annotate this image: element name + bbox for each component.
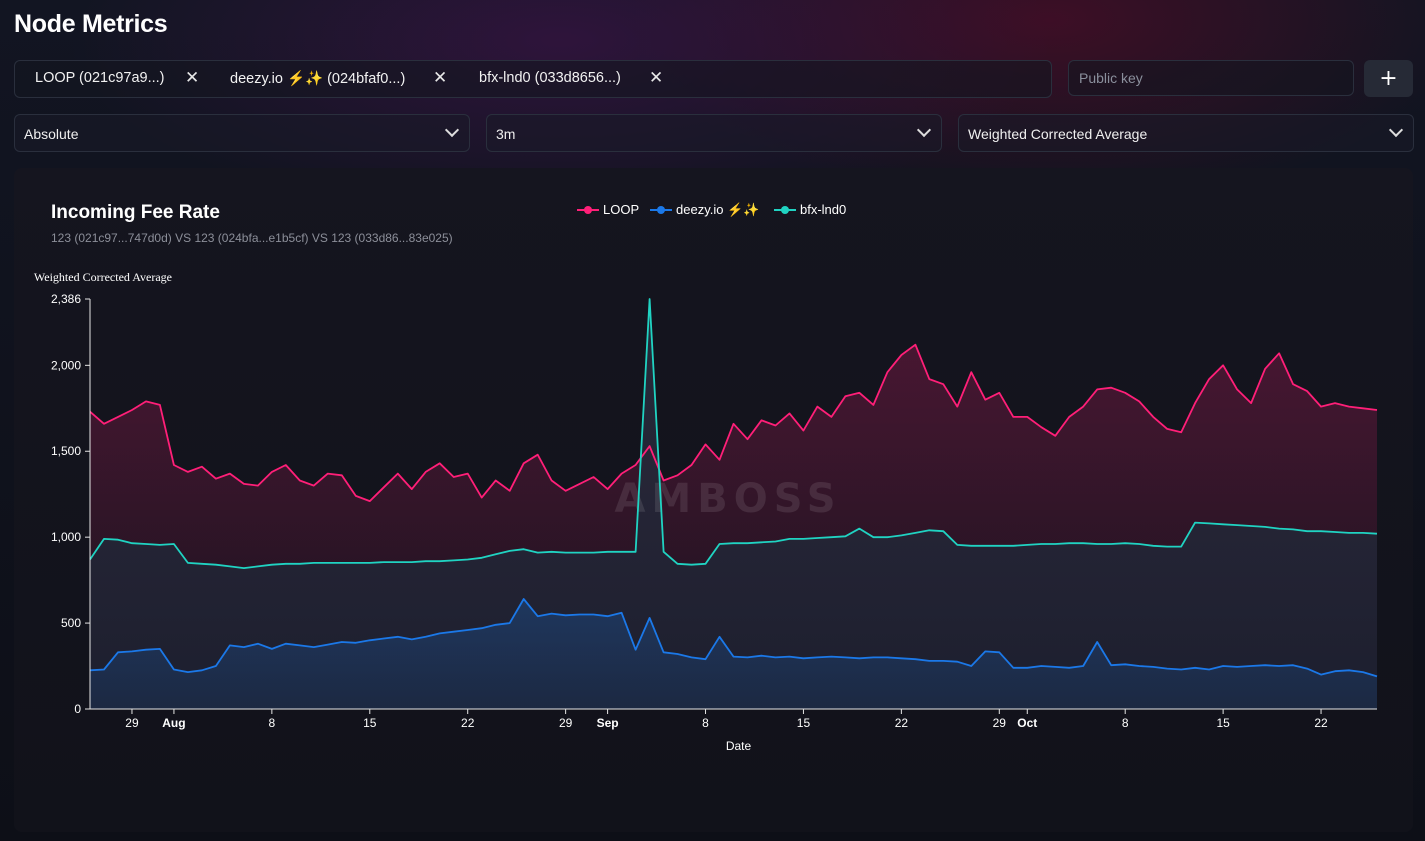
remove-node-bfx-close-icon[interactable]: ✕ bbox=[649, 68, 664, 87]
node-tag-bfx: bfx-lnd0 (033d8656...) ✕ bbox=[479, 68, 663, 87]
legend-label: LOOP bbox=[603, 202, 640, 217]
node-tag-label: LOOP (021c97a9...) bbox=[35, 70, 165, 86]
legend-label: bfx-lnd0 bbox=[800, 202, 847, 217]
series-area-deezy bbox=[90, 599, 1377, 709]
mode-select-value: Absolute bbox=[24, 126, 79, 142]
x-tick-label: Oct bbox=[1017, 716, 1037, 730]
x-tick-label: 15 bbox=[363, 716, 377, 730]
legend-swatch-deezy bbox=[650, 206, 672, 214]
range-select-value: 3m bbox=[496, 126, 516, 142]
chevron-down-icon bbox=[444, 122, 460, 138]
chevron-down-icon bbox=[916, 122, 932, 138]
remove-node-deezy-close-icon[interactable]: ✕ bbox=[433, 68, 448, 87]
remove-node-loop-close-icon[interactable]: ✕ bbox=[185, 68, 200, 87]
series-line-bfx bbox=[89, 298, 1378, 570]
x-tick-label: 29 bbox=[559, 716, 573, 730]
node-tag-label: bfx-lnd0 (033d8656...) bbox=[479, 70, 621, 86]
node-tag-label: deezy.io ⚡✨ (024bfaf0...) bbox=[230, 71, 406, 87]
x-tick-label: Sep bbox=[597, 716, 619, 730]
x-axis-label: Date bbox=[726, 739, 752, 753]
x-tick-label: 29 bbox=[125, 716, 139, 730]
node-tag-loop: LOOP (021c97a9...) ✕ bbox=[35, 68, 199, 87]
metric-select-value: Weighted Corrected Average bbox=[968, 126, 1148, 142]
node-tag-deezy: deezy.io ⚡✨ (024bfaf0...) ✕ bbox=[230, 68, 447, 87]
x-tick-label: 8 bbox=[1122, 716, 1129, 730]
chevron-down-icon bbox=[1388, 122, 1404, 138]
x-tick-label: 29 bbox=[993, 716, 1007, 730]
x-tick-label: 22 bbox=[461, 716, 475, 730]
page-title: Node Metrics bbox=[14, 10, 168, 38]
node-selector[interactable]: LOOP (021c97a9...) ✕ deezy.io ⚡✨ (024bfa… bbox=[14, 60, 1052, 98]
y-tick-label: 500 bbox=[61, 616, 81, 630]
x-tick-label: 8 bbox=[702, 716, 709, 730]
x-tick-label: 15 bbox=[1216, 716, 1230, 730]
metric-select[interactable]: Weighted Corrected Average bbox=[958, 114, 1414, 152]
series-line-deezy bbox=[89, 598, 1378, 678]
y-tick-label: 2,000 bbox=[51, 358, 81, 372]
chart-subtitle: 123 (021c97...747d0d) VS 123 (024bfa...e… bbox=[51, 231, 453, 245]
legend-label: deezy.io ⚡✨ bbox=[676, 202, 760, 217]
watermark-logo: AMBOSS bbox=[614, 476, 841, 522]
y-axis-label: Weighted Corrected Average bbox=[34, 270, 172, 284]
mode-select[interactable]: Absolute bbox=[14, 114, 470, 152]
x-tick-label: 22 bbox=[895, 716, 909, 730]
series-line-loop bbox=[89, 343, 1378, 503]
public-key-input[interactable] bbox=[1068, 60, 1354, 96]
fee-rate-chart: AMBOSS 0 500 1,000 1,500 2,000 2,386 29 Aug 8 15 22… bbox=[34, 270, 1378, 753]
chart-panel: Incoming Fee Rate 123 (021c97...747d0d) … bbox=[14, 168, 1413, 832]
y-tick-label: 0 bbox=[74, 702, 81, 716]
range-select[interactable]: 3m bbox=[486, 114, 942, 152]
x-tick-label: 22 bbox=[1314, 716, 1328, 730]
x-tick-label: Aug bbox=[162, 716, 185, 730]
y-tick-label: 2,386 bbox=[51, 292, 81, 306]
y-tick-label: 1,500 bbox=[51, 444, 81, 458]
x-tick-label: 8 bbox=[269, 716, 276, 730]
legend-swatch-bfx bbox=[774, 206, 796, 214]
y-tick-label: 1,000 bbox=[51, 530, 81, 544]
chart-title: Incoming Fee Rate bbox=[51, 202, 220, 223]
legend-swatch-loop bbox=[577, 206, 599, 214]
series-area-bfx bbox=[90, 299, 1377, 709]
add-node-button[interactable]: + bbox=[1364, 60, 1413, 97]
x-tick-label: 15 bbox=[797, 716, 811, 730]
